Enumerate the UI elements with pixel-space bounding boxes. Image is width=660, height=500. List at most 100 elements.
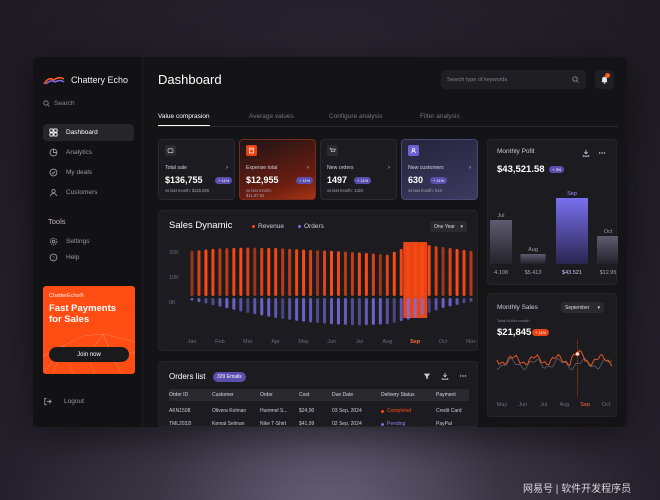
revenue-bar [462, 249, 466, 296]
chevron-right-icon: › [307, 165, 309, 171]
brand-logo[interactable]: Chattery Echo [43, 75, 128, 85]
customer: Kemal Selman [212, 421, 245, 427]
brand-name: Chattery Echo [71, 75, 129, 85]
orders-bar [197, 298, 201, 303]
revenue-bar [197, 250, 201, 296]
sidebar-item-settings[interactable]: Settings [43, 233, 134, 250]
orders-bar [260, 298, 264, 316]
sidebar-item-help[interactable]: ? Help [43, 249, 134, 266]
revenue-bar [281, 248, 285, 296]
card-sub: vs last month: $11,97.52 [246, 188, 272, 198]
customer: Olivera Kolman [212, 408, 247, 414]
analytics-icon [49, 148, 58, 157]
x-tick-label: Jun [327, 339, 336, 345]
card-new-orders[interactable]: New orders › 1497 + 11% vs last month: 1… [320, 139, 397, 200]
column-header[interactable]: Order ID [169, 392, 189, 398]
card-expense-total[interactable]: Expense total › $12,955 + 11% vs last mo… [239, 139, 316, 200]
sidebar-item-label: Dashboard [66, 129, 98, 136]
orders-bar [302, 298, 306, 322]
payment: PayPal [436, 421, 452, 427]
orders-bar [434, 298, 438, 311]
orders-bar [246, 298, 250, 313]
orders-bar [371, 298, 375, 325]
sidebar-item-label: My deals [66, 169, 93, 176]
tab-value-comprasion[interactable]: Value comprasion [158, 113, 210, 126]
sidebar-item-analytics[interactable]: Analytics [43, 144, 134, 161]
card-label: Total sale [165, 165, 187, 171]
search-icon [43, 100, 50, 107]
download-icon[interactable] [441, 372, 449, 380]
revenue-bar [420, 244, 424, 296]
profit-value-label: $43.521 [562, 270, 582, 276]
column-header[interactable]: Cost [299, 392, 310, 398]
tab-configure-analysis[interactable]: Configure analysis [329, 113, 383, 120]
chevron-down-icon: ▾ [460, 223, 463, 230]
x-tick-label: Jan [188, 339, 197, 345]
revenue-bar [336, 251, 340, 296]
orders-bar [420, 298, 424, 316]
sidebar: Chattery Echo Search Dashboard Analytics… [33, 57, 143, 427]
chevron-right-icon: › [388, 165, 390, 171]
profit-bar [556, 198, 588, 264]
app-window: Chattery Echo Search Dashboard Analytics… [33, 57, 627, 427]
notification-dot [605, 73, 610, 78]
profit-title: Monthly Pofit [497, 148, 535, 155]
column-header[interactable]: Order [260, 392, 273, 398]
revenue-bar [455, 248, 459, 296]
tab-filter-analysis[interactable]: Filter analysis [420, 113, 460, 120]
x-tick-label: Mar [243, 339, 253, 345]
profit-actions [582, 149, 606, 157]
tab-bar: Value comprasion Average values Configur… [158, 113, 618, 127]
card-badge: + 11% [354, 177, 372, 184]
sidebar-item-dashboard[interactable]: Dashboard [43, 124, 134, 141]
more-icon[interactable] [459, 372, 467, 380]
month-select[interactable]: September ▾ [561, 302, 604, 313]
status-badge: Completed [381, 408, 411, 414]
card-total-sale[interactable]: Total sale › $136,755 + 11% vs last mont… [158, 139, 235, 200]
logout-button[interactable]: Logout [43, 397, 84, 406]
sales-title: Sales Dynamic [169, 220, 233, 231]
more-icon[interactable] [598, 149, 606, 157]
filter-icon[interactable] [423, 372, 431, 380]
x-tick-label: Sep [580, 402, 590, 408]
sidebar-item-my-deals[interactable]: My deals [43, 164, 134, 181]
column-header[interactable]: Due Date [332, 392, 354, 398]
x-tick-label: Jun [518, 402, 527, 408]
sidebar-search-label: Search [54, 100, 75, 107]
chevron-right-icon: › [469, 165, 471, 171]
search-input[interactable]: Search type of keywords [441, 70, 586, 89]
logo-icon [43, 76, 65, 85]
order-id: TML2032I [169, 421, 192, 427]
sidebar-search[interactable]: Search [43, 100, 75, 107]
revenue-bar [302, 249, 306, 296]
card-label: New orders [327, 165, 354, 171]
join-now-button[interactable]: Join now [49, 347, 129, 362]
orders-bar [232, 298, 236, 310]
revenue-bar [190, 250, 194, 296]
revenue-bar [246, 247, 250, 296]
revenue-bar [378, 254, 382, 296]
orders-bar [295, 298, 299, 321]
revenue-bar [204, 249, 208, 296]
card-new-customers[interactable]: New customers › 630 + 11% vs last month:… [401, 139, 478, 200]
range-select[interactable]: One Year ▾ [430, 221, 467, 232]
range-select-value: One Year [434, 223, 455, 230]
revenue-bar [260, 247, 264, 296]
notification-button[interactable] [595, 70, 614, 89]
y-tick-label: 0K [169, 300, 176, 306]
sidebar-item-label: Settings [66, 238, 90, 245]
column-header[interactable]: Delivery Status [381, 392, 415, 398]
highlight-dot [575, 351, 580, 357]
orders-bar [274, 298, 278, 318]
tab-average-values[interactable]: Average values [249, 113, 294, 120]
sidebar-item-customers[interactable]: Customers [43, 184, 134, 201]
download-icon[interactable] [582, 149, 590, 157]
x-tick-label: Oct [602, 402, 611, 408]
orders-bar [399, 298, 403, 322]
column-header[interactable]: Customer [212, 392, 234, 398]
logout-label: Logout [64, 398, 84, 405]
revenue-bar [330, 250, 333, 296]
x-tick-label: Aug [560, 402, 570, 408]
cost: $24,90 [299, 408, 315, 414]
column-header[interactable]: Payment [436, 392, 456, 398]
